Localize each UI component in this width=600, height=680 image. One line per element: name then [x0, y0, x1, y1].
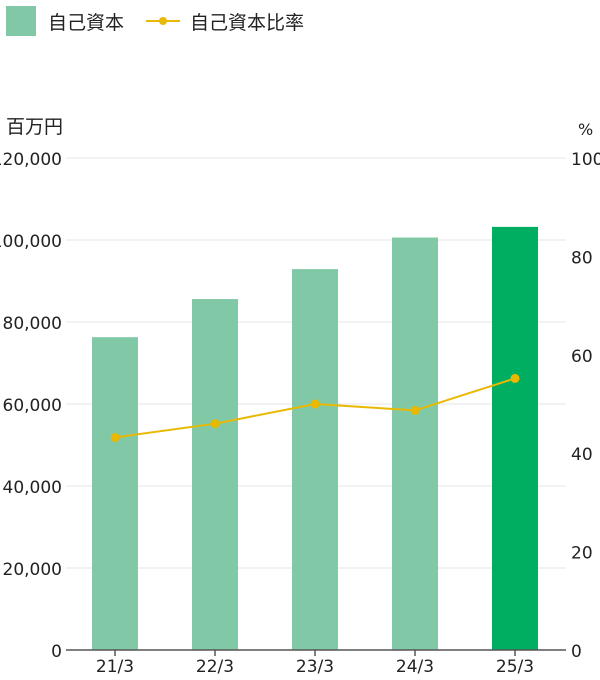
equity-ratio-point	[110, 432, 120, 442]
left-tick-label: 100,000	[0, 232, 62, 252]
left-tick-label: 40,000	[3, 478, 62, 498]
left-tick-label: 20,000	[3, 560, 62, 580]
right-tick-label: 60	[571, 347, 593, 367]
category-label: 23/3	[296, 657, 334, 677]
right-tick-label: 0	[571, 642, 582, 662]
right-tick-label: 40	[571, 445, 593, 465]
bar-22-3	[192, 299, 238, 650]
equity-ratio-point	[410, 405, 420, 415]
bar-23-3	[292, 269, 338, 650]
bar-25-3	[492, 226, 538, 650]
category-label: 24/3	[396, 657, 434, 677]
category-label: 25/3	[496, 657, 534, 677]
left-tick-label: 120,000	[0, 150, 62, 170]
left-tick-label: 80,000	[3, 314, 62, 334]
legend-label-equity-ratio: 自己資本比率	[190, 11, 305, 34]
right-tick-label: 20	[571, 544, 593, 564]
right-tick-label: 100	[571, 150, 600, 170]
equity-ratio-point	[310, 399, 320, 409]
legend-item-equity-ratio: 自己資本比率	[146, 8, 304, 35]
bar-21-3	[92, 337, 138, 650]
legend-item-equity: 自己資本	[6, 6, 124, 36]
bar-24-3	[392, 237, 438, 651]
legend-swatch-bar	[6, 6, 36, 36]
category-label: 22/3	[196, 657, 234, 677]
left-tick-label: 60,000	[3, 396, 62, 416]
equity-ratio-point	[210, 419, 220, 429]
legend: 自己資本 自己資本比率	[6, 6, 326, 36]
right-axis-unit: %	[578, 120, 594, 139]
equity-ratio-point	[510, 373, 520, 383]
legend-line-marker-icon	[146, 14, 181, 28]
left-axis-unit: 百万円	[6, 116, 64, 138]
category-label: 21/3	[96, 657, 134, 677]
right-tick-label: 80	[571, 248, 593, 268]
legend-label-equity: 自己資本	[48, 11, 125, 34]
left-tick-label: 0	[51, 642, 62, 662]
